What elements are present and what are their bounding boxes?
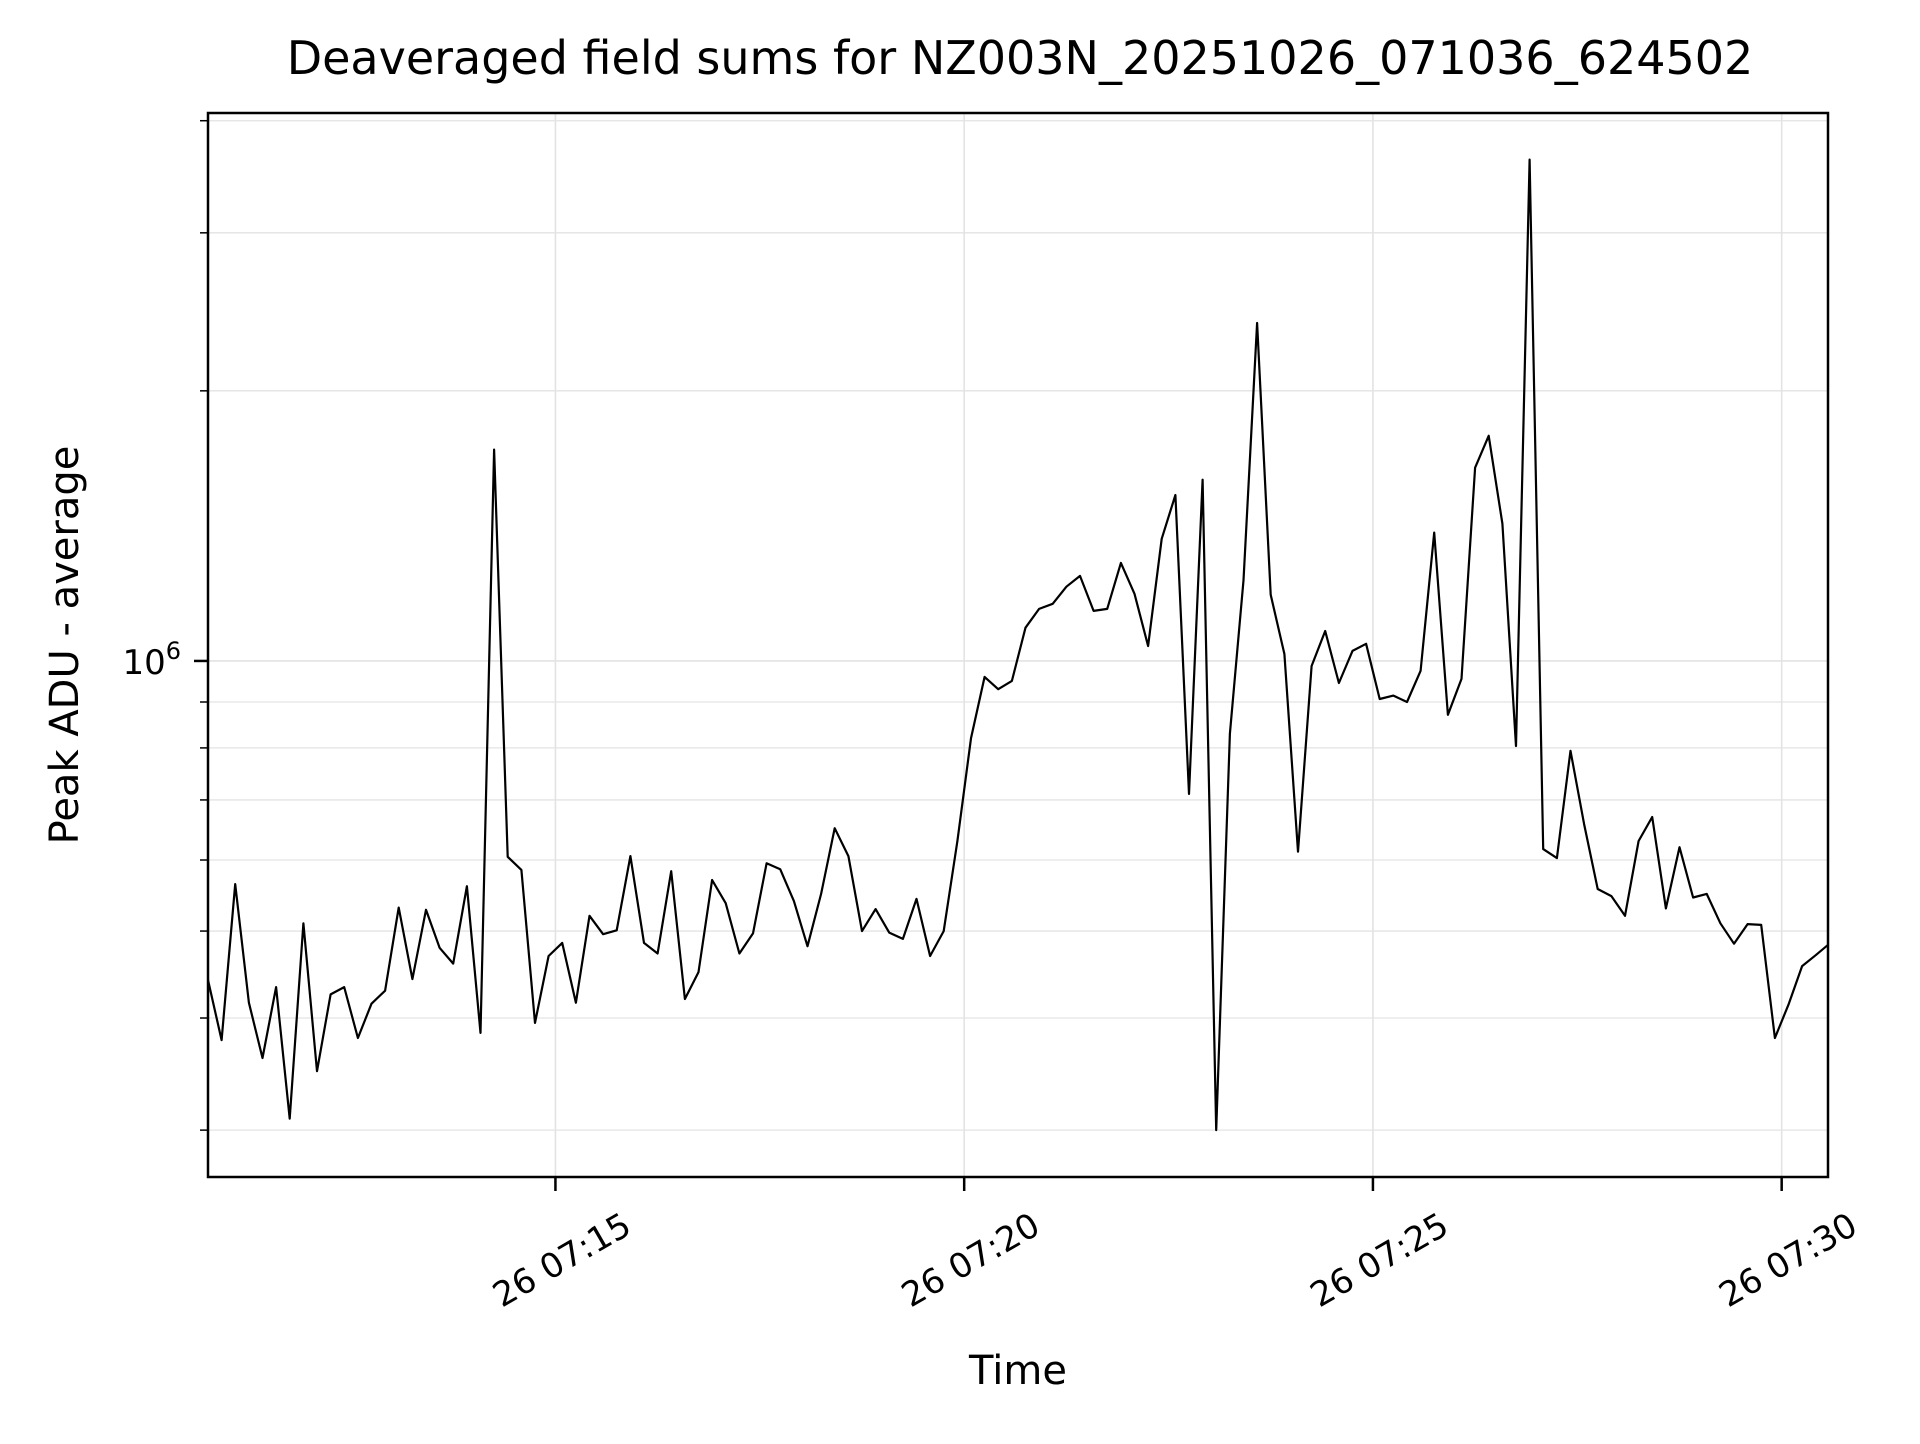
x-tick-label: 26 07:15	[486, 1205, 638, 1316]
chart-title: Deaveraged field sums for NZ003N_2025102…	[287, 31, 1754, 85]
y-tick-labels: 106	[122, 637, 181, 683]
x-axis-label: Time	[968, 1348, 1067, 1394]
plot-area-border	[206, 111, 1830, 1179]
x-tick-label: 26 07:30	[1712, 1205, 1864, 1316]
y-major-tick-label: 106	[122, 637, 181, 683]
tick-marks	[194, 119, 1783, 1191]
gridlines	[208, 113, 1828, 1177]
x-tick-labels: 26 07:15 26 07:20 26 07:25 26 07:30	[486, 1205, 1864, 1316]
y-axis-label: Peak ADU - average	[42, 446, 88, 845]
x-tick-label: 26 07:20	[895, 1205, 1047, 1316]
data-series-line	[208, 158, 1828, 1132]
x-tick-label: 26 07:25	[1304, 1205, 1456, 1316]
